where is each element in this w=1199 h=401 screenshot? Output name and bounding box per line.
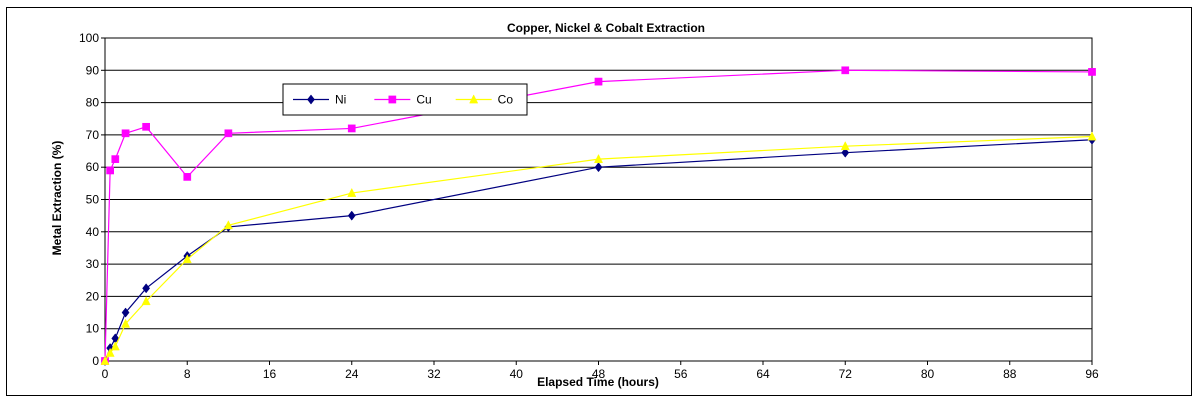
x-tick-label: 0 xyxy=(102,367,109,381)
y-axis-title: Metal Extraction (%) xyxy=(50,141,64,256)
chart-title: Copper, Nickel & Cobalt Extraction xyxy=(507,21,705,35)
data-point-cu xyxy=(142,122,150,131)
series-layer xyxy=(100,66,1097,367)
series-line-cu xyxy=(104,69,1093,362)
data-point-co xyxy=(223,220,233,230)
y-tick-label: 100 xyxy=(79,31,99,45)
series-line-ni xyxy=(104,139,1093,362)
data-point-cu xyxy=(841,66,850,75)
data-point-ni xyxy=(594,162,603,173)
legend-marker-ni xyxy=(307,94,315,105)
x-tick-label: 64 xyxy=(756,367,770,381)
x-tick-label: 32 xyxy=(427,367,441,381)
y-tick-label: 0 xyxy=(92,354,99,368)
data-point-co xyxy=(1087,131,1097,141)
data-point-co xyxy=(105,347,115,357)
x-tick-label: 24 xyxy=(345,367,359,381)
y-tick-label: 10 xyxy=(86,322,100,336)
x-tick-label: 40 xyxy=(510,367,524,381)
x-tick-label: 88 xyxy=(1003,367,1017,381)
y-tick-label: 20 xyxy=(86,289,100,303)
x-axis-title: Elapsed Time (hours) xyxy=(537,375,659,389)
y-tick-label: 60 xyxy=(86,160,100,174)
y-tick-label: 30 xyxy=(86,257,100,271)
x-tick-label: 72 xyxy=(839,367,853,381)
data-point-co xyxy=(100,355,110,365)
legend-marker-cu xyxy=(388,95,397,104)
data-point-cu xyxy=(111,155,120,163)
x-tick-label: 80 xyxy=(921,367,935,381)
data-point-cu xyxy=(121,129,130,138)
x-tick-label: 56 xyxy=(674,367,688,381)
data-point-cu xyxy=(224,129,233,138)
data-point-co xyxy=(840,141,850,151)
data-point-cu xyxy=(1088,68,1096,76)
x-tick-label: 8 xyxy=(184,367,191,381)
data-point-co xyxy=(141,296,151,306)
y-tick-label: 70 xyxy=(86,128,100,142)
data-point-ni xyxy=(142,283,151,294)
data-point-cu xyxy=(594,77,603,86)
legend-label-co: Co xyxy=(498,93,514,107)
data-point-co xyxy=(110,341,120,351)
data-point-co xyxy=(347,187,357,197)
data-point-cu xyxy=(106,166,114,175)
data-point-ni xyxy=(121,307,130,318)
data-point-cu xyxy=(183,173,192,181)
axes: 0 10 20 30 40 50 60 70 80 90 100 0 8 16 24 32 40 48 56 64 72… xyxy=(79,31,1099,381)
y-tick-label: 50 xyxy=(86,193,100,207)
legend-label-cu: Cu xyxy=(416,93,431,107)
data-point-ni xyxy=(347,210,356,221)
data-point-co xyxy=(121,318,131,328)
data-point-cu xyxy=(347,124,356,133)
x-tick-label: 48 xyxy=(592,367,606,381)
data-point-co xyxy=(182,254,192,264)
legend: Ni Cu Co xyxy=(282,83,528,116)
y-tick-label: 80 xyxy=(86,96,100,110)
y-tick-label: 40 xyxy=(86,225,100,239)
grid xyxy=(105,69,1092,330)
data-point-co xyxy=(593,153,604,163)
data-point-ni xyxy=(841,147,850,158)
legend-label-ni: Ni xyxy=(335,93,346,107)
x-tick-label: 16 xyxy=(263,367,277,381)
legend-marker-co xyxy=(469,94,479,104)
x-tick-label: 96 xyxy=(1085,367,1099,381)
y-tick-label: 90 xyxy=(86,63,100,77)
